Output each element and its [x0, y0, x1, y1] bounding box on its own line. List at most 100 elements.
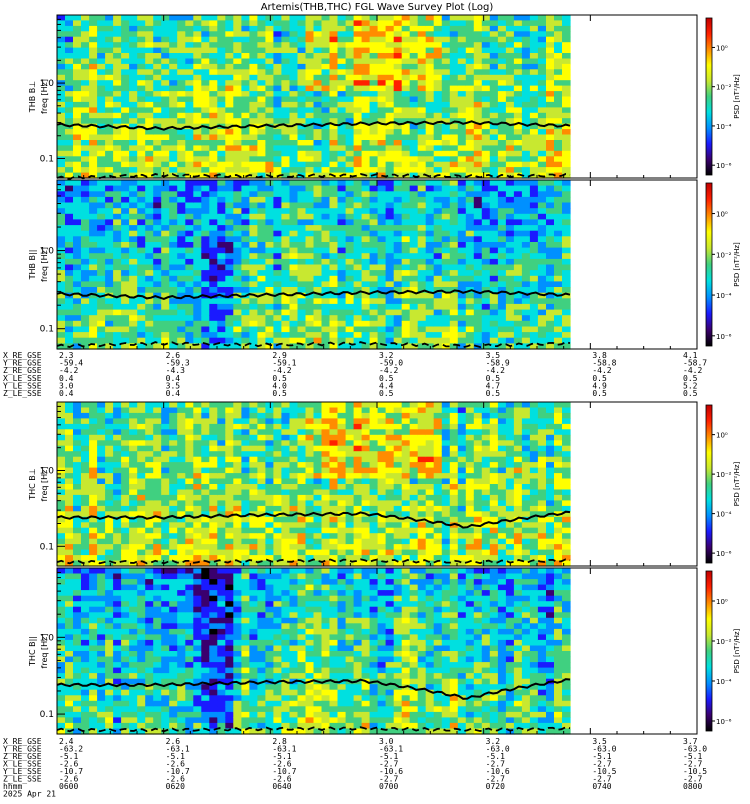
spectrogram-cell — [394, 236, 403, 242]
spectrogram-cell — [306, 321, 315, 327]
spectrogram-cell — [121, 462, 130, 468]
spectrogram-cell — [306, 468, 315, 474]
spectrogram-cell — [378, 37, 387, 43]
spectrogram-cell — [65, 468, 74, 474]
spectrogram-cell — [57, 408, 66, 414]
spectrogram-cell — [145, 59, 154, 65]
spectrogram-cell — [153, 118, 162, 124]
spectrogram-cell — [153, 500, 162, 506]
spectrogram-cell — [281, 270, 290, 276]
spectrogram-cell — [434, 253, 443, 259]
spectrogram-cell — [410, 135, 419, 141]
spectrogram-cell — [474, 180, 483, 186]
spectrogram-cell — [249, 533, 258, 539]
spectrogram-cell — [185, 424, 194, 430]
spectrogram-cell — [57, 140, 66, 146]
spectrogram-cell — [281, 42, 290, 48]
spectrogram-cell — [410, 208, 419, 214]
spectrogram-cell — [129, 555, 138, 561]
spectrogram-cell — [161, 479, 170, 485]
spectrogram-cell — [426, 180, 435, 186]
spectrogram-cell — [298, 265, 307, 271]
spectrogram-cell — [506, 113, 515, 119]
spectrogram-cell — [354, 20, 363, 26]
spectrogram-cell — [554, 315, 563, 321]
spectrogram-cell — [562, 102, 571, 108]
spectrogram-cell — [354, 186, 363, 192]
spectrogram-cell — [458, 59, 467, 65]
spectrogram-cell — [153, 287, 162, 293]
spectrogram-cell — [281, 429, 290, 435]
spectrogram-cell — [273, 424, 282, 430]
spectrogram-cell — [273, 522, 282, 528]
spectrogram-cell — [201, 91, 210, 97]
spectrogram-cell — [105, 145, 114, 151]
spectrogram-cell — [97, 440, 106, 446]
spectrogram-cell — [450, 293, 459, 299]
spectrogram-cell — [185, 31, 194, 37]
spectrogram-cell — [458, 140, 467, 146]
spectrogram-cell — [506, 69, 515, 75]
spectrogram-cell — [105, 479, 114, 485]
spectrogram-cell — [482, 31, 491, 37]
spectrogram-cell — [241, 197, 250, 203]
spectrogram-cell — [225, 500, 234, 506]
spectrogram-cell — [322, 528, 331, 534]
colorbar-tick-label: 10⁻⁴ — [716, 292, 732, 300]
spectrogram-cell — [105, 451, 114, 457]
spectrogram-cell — [273, 129, 282, 135]
spectrogram-cell — [538, 248, 547, 254]
spectrogram-cell — [410, 102, 419, 108]
spectrogram-cell — [265, 435, 274, 441]
spectrogram-cell — [161, 338, 170, 344]
spectrogram-cell — [225, 236, 234, 242]
spectrogram-cell — [265, 180, 274, 186]
spectrogram-cell — [562, 259, 571, 265]
spectrogram-cell — [169, 310, 178, 316]
spectrogram-cell — [217, 118, 226, 124]
spectrogram-cell — [506, 270, 515, 276]
spectrogram-cell — [362, 298, 371, 304]
spectrogram-cell — [65, 265, 74, 271]
spectrogram-cell — [378, 186, 387, 192]
spectrogram-cell — [346, 276, 355, 282]
spectrogram-cell — [562, 20, 571, 26]
spectrogram-cell — [402, 15, 411, 21]
spectrogram-cell — [458, 304, 467, 310]
spectrogram-cell — [386, 167, 395, 173]
spectrogram-cell — [546, 48, 555, 54]
spectrogram-cell — [562, 75, 571, 81]
spectrogram-cell — [73, 298, 82, 304]
spectrogram-cell — [346, 253, 355, 259]
spectrogram-cell — [105, 270, 114, 276]
spectrogram-cell — [249, 468, 258, 474]
spectrogram-cell — [105, 484, 114, 490]
spectrogram-cell — [466, 327, 475, 333]
spectrogram-cell — [137, 253, 146, 259]
spectrogram-cell — [73, 248, 82, 254]
spectrogram-cell — [330, 42, 339, 48]
spectrogram-cell — [562, 191, 571, 197]
spectrogram-cell — [177, 80, 186, 86]
spectrogram-cell — [298, 236, 307, 242]
spectrogram-cell — [362, 315, 371, 321]
chart-title: Artemis(THB,THC) FGL Wave Survey Plot (L… — [261, 2, 494, 13]
spectrogram-cell — [298, 156, 307, 162]
spectrogram-cell — [137, 64, 146, 70]
spectrogram-cell — [434, 338, 443, 344]
spectrogram-cell — [514, 140, 523, 146]
spectrogram-cell — [298, 253, 307, 259]
spectrogram-cell — [378, 53, 387, 59]
spectrogram-cell — [57, 180, 66, 186]
spectrogram-cell — [161, 145, 170, 151]
spectrogram-cell — [89, 75, 98, 81]
spectrogram-cell — [506, 151, 515, 157]
spectrogram-cell — [298, 276, 307, 282]
spectrogram-cell — [217, 180, 226, 186]
spectrogram-cell — [338, 276, 347, 282]
spectrogram-cell — [514, 298, 523, 304]
spectrogram-cell — [169, 544, 178, 550]
spectrogram-cell — [89, 118, 98, 124]
